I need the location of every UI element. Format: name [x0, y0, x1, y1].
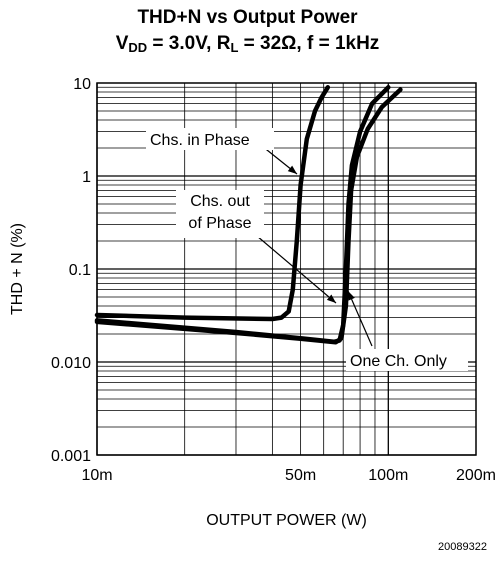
y-axis-label: THD + N (%): [9, 223, 26, 315]
chart-title: THD+N vs Output Power: [137, 7, 358, 28]
annotation-box: [346, 349, 468, 371]
plot-frame: [96, 82, 477, 456]
series-line-3: [94, 87, 403, 345]
figure-id: 20089322: [438, 541, 487, 553]
annotation-box: [146, 128, 274, 150]
chart-subtitle: VDD = 3.0V, RL = 32Ω, f = 1kHz: [115, 33, 380, 55]
annotation-label: Chs. out: [190, 193, 250, 210]
tick-labels: 0.001 0.010 0.1 1 10 10m 50m 100m 200m: [51, 76, 495, 484]
series-lines: [94, 85, 403, 345]
x-tick-label: 10m: [81, 467, 112, 484]
annotation-arrowhead: [287, 165, 297, 174]
y-tick-label: 0.001: [51, 448, 91, 465]
annotation-label: Chs. in Phase: [150, 132, 250, 149]
annotation-label: One Ch. Only: [350, 353, 447, 370]
annotation-arrow: [347, 290, 373, 347]
annotations: Chs. in Phase Chs. out of Phase One Ch. Onl…: [146, 128, 468, 371]
x-tick-label: 200m: [456, 467, 495, 484]
annotation-box: [176, 190, 264, 238]
annotation-label: of Phase: [188, 215, 251, 232]
y-tick-label: 1: [82, 169, 91, 186]
y-tick-label: 0.010: [51, 355, 91, 372]
annotation-arrowhead: [348, 291, 355, 301]
y-tick-label: 0.1: [69, 262, 91, 279]
x-tick-label: 100m: [368, 467, 408, 484]
annotation-arrow: [256, 235, 337, 304]
annotation-arrowhead: [326, 294, 336, 303]
series-line-1: [94, 85, 331, 322]
y-tick-label: 10: [73, 76, 91, 93]
x-axis-label: OUTPUT POWER (W): [206, 512, 367, 529]
x-tick-label: 50m: [285, 467, 316, 484]
